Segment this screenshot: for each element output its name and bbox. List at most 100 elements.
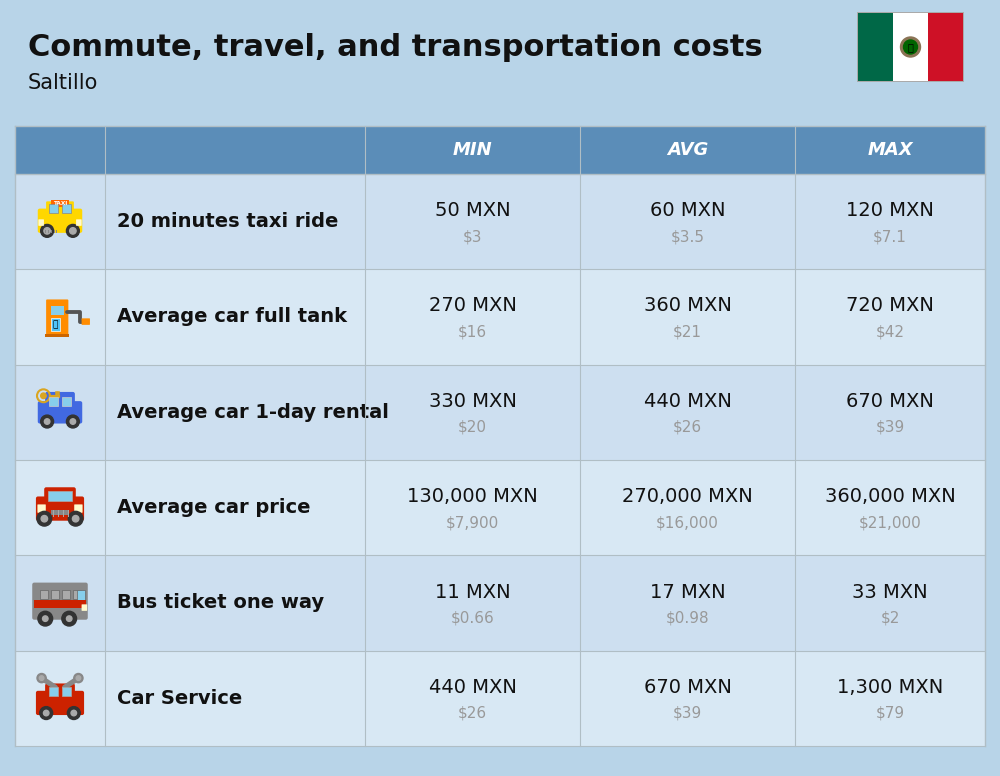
Text: 11 MXN: 11 MXN xyxy=(435,583,510,601)
Text: 670 MXN: 670 MXN xyxy=(644,677,731,697)
FancyBboxPatch shape xyxy=(15,556,985,650)
FancyBboxPatch shape xyxy=(74,504,83,513)
Text: $0.98: $0.98 xyxy=(666,611,709,625)
Text: Average car price: Average car price xyxy=(117,498,310,517)
FancyBboxPatch shape xyxy=(48,491,72,501)
Text: TAXI: TAXI xyxy=(53,201,67,206)
FancyBboxPatch shape xyxy=(858,13,893,81)
FancyBboxPatch shape xyxy=(15,174,985,269)
Text: Saltillo: Saltillo xyxy=(28,73,98,93)
Text: Average car 1-day rental: Average car 1-day rental xyxy=(117,403,389,422)
Text: 130,000 MXN: 130,000 MXN xyxy=(407,487,538,506)
FancyBboxPatch shape xyxy=(45,684,75,698)
Text: 270 MXN: 270 MXN xyxy=(429,296,516,316)
FancyBboxPatch shape xyxy=(46,300,68,337)
FancyBboxPatch shape xyxy=(928,13,963,81)
Circle shape xyxy=(37,511,52,526)
Text: 120 MXN: 120 MXN xyxy=(846,201,934,220)
FancyBboxPatch shape xyxy=(38,401,82,424)
Text: 17 MXN: 17 MXN xyxy=(650,583,725,601)
Circle shape xyxy=(41,224,54,237)
Circle shape xyxy=(71,710,77,715)
Text: 20 minutes taxi ride: 20 minutes taxi ride xyxy=(117,212,338,231)
Text: 360,000 MXN: 360,000 MXN xyxy=(825,487,955,506)
FancyBboxPatch shape xyxy=(82,318,90,325)
FancyBboxPatch shape xyxy=(36,691,84,715)
Text: 270,000 MXN: 270,000 MXN xyxy=(622,487,753,506)
Circle shape xyxy=(66,224,79,237)
FancyBboxPatch shape xyxy=(15,269,985,365)
Text: $26: $26 xyxy=(673,420,702,435)
Circle shape xyxy=(70,227,76,234)
Text: Bus ticket one way: Bus ticket one way xyxy=(117,594,324,612)
FancyBboxPatch shape xyxy=(45,392,75,409)
Text: $16: $16 xyxy=(458,324,487,339)
Text: $2: $2 xyxy=(880,611,900,625)
Circle shape xyxy=(76,676,81,681)
Text: $79: $79 xyxy=(875,706,905,721)
Circle shape xyxy=(39,676,44,681)
FancyBboxPatch shape xyxy=(36,497,84,521)
FancyBboxPatch shape xyxy=(62,397,71,406)
Circle shape xyxy=(67,707,80,719)
FancyBboxPatch shape xyxy=(38,220,44,226)
FancyBboxPatch shape xyxy=(15,650,985,746)
FancyBboxPatch shape xyxy=(82,605,87,611)
Text: 50 MXN: 50 MXN xyxy=(435,201,510,220)
FancyBboxPatch shape xyxy=(51,510,69,515)
FancyBboxPatch shape xyxy=(45,334,69,338)
Text: 33 MXN: 33 MXN xyxy=(852,583,928,601)
Text: Commute, travel, and transportation costs: Commute, travel, and transportation cost… xyxy=(28,33,763,63)
FancyBboxPatch shape xyxy=(51,199,69,207)
Circle shape xyxy=(68,511,83,526)
Circle shape xyxy=(70,419,76,424)
Circle shape xyxy=(900,37,920,57)
Circle shape xyxy=(43,616,48,622)
Circle shape xyxy=(44,227,50,234)
Text: $21: $21 xyxy=(673,324,702,339)
Text: Car Service: Car Service xyxy=(117,689,242,708)
Text: $26: $26 xyxy=(458,706,487,721)
Text: $39: $39 xyxy=(875,420,905,435)
Text: 360 MXN: 360 MXN xyxy=(644,296,731,316)
Text: $20: $20 xyxy=(458,420,487,435)
FancyBboxPatch shape xyxy=(62,590,70,599)
Text: 60 MXN: 60 MXN xyxy=(650,201,725,220)
Circle shape xyxy=(72,515,79,522)
Text: $7.1: $7.1 xyxy=(873,229,907,244)
FancyBboxPatch shape xyxy=(15,460,985,556)
Text: 1,300 MXN: 1,300 MXN xyxy=(837,677,943,697)
Text: 🦅: 🦅 xyxy=(908,42,913,52)
FancyBboxPatch shape xyxy=(51,306,64,315)
Circle shape xyxy=(37,674,46,683)
FancyBboxPatch shape xyxy=(49,204,58,213)
FancyBboxPatch shape xyxy=(15,126,985,174)
Text: MAX: MAX xyxy=(867,141,913,159)
Circle shape xyxy=(66,616,72,622)
Text: 440 MXN: 440 MXN xyxy=(429,677,516,697)
Circle shape xyxy=(43,710,49,715)
Text: 440 MXN: 440 MXN xyxy=(644,392,731,411)
FancyBboxPatch shape xyxy=(62,688,71,695)
Text: $21,000: $21,000 xyxy=(859,515,921,530)
Text: $39: $39 xyxy=(673,706,702,721)
Text: MIN: MIN xyxy=(453,141,492,159)
FancyBboxPatch shape xyxy=(40,590,48,599)
FancyBboxPatch shape xyxy=(34,601,86,608)
FancyBboxPatch shape xyxy=(15,365,985,460)
Text: AVG: AVG xyxy=(667,141,708,159)
FancyBboxPatch shape xyxy=(49,688,58,695)
FancyBboxPatch shape xyxy=(49,397,58,406)
FancyBboxPatch shape xyxy=(46,201,74,215)
FancyBboxPatch shape xyxy=(38,209,82,233)
Circle shape xyxy=(44,419,50,424)
FancyBboxPatch shape xyxy=(51,590,59,599)
Text: $3: $3 xyxy=(463,229,482,244)
Circle shape xyxy=(41,415,54,428)
Text: $3.5: $3.5 xyxy=(670,229,704,244)
FancyBboxPatch shape xyxy=(51,318,60,331)
FancyBboxPatch shape xyxy=(857,12,964,82)
Text: $42: $42 xyxy=(876,324,904,339)
Text: $7,900: $7,900 xyxy=(446,515,499,530)
Text: Average car full tank: Average car full tank xyxy=(117,307,347,327)
